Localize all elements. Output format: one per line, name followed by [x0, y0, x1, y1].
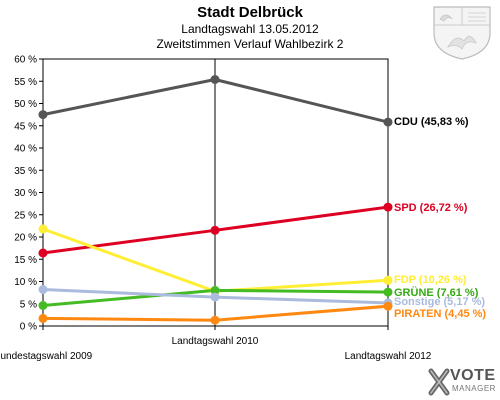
y-tick-label: 20 %	[14, 233, 37, 244]
chart-title: Stadt Delbrück	[197, 4, 303, 21]
vote-cross-icon	[428, 368, 450, 396]
data-point-piraten	[210, 315, 220, 325]
data-point-spd	[38, 248, 48, 258]
y-tick-label: 10 %	[14, 277, 37, 288]
series-label-spd: SPD (26,72 %)	[394, 202, 468, 214]
y-tick-label: 0 %	[20, 322, 37, 333]
data-point-cdu	[383, 117, 393, 127]
chart-subtitle: Landtagswahl 13.05.2012	[181, 22, 319, 36]
data-point-spd	[383, 202, 393, 212]
data-point-grüne	[38, 301, 48, 310]
data-point-sonstige	[210, 292, 220, 302]
y-tick-label: 35 %	[14, 166, 37, 177]
data-point-spd	[210, 225, 220, 235]
data-point-cdu	[210, 75, 220, 84]
logo-sub: MANAGER	[452, 384, 496, 393]
series-label-sonstige: Sonstige (5,17 %)	[394, 296, 485, 308]
y-tick-label: 40 %	[14, 144, 37, 155]
logo-word: VOTE	[450, 367, 496, 384]
y-tick-label: 25 %	[14, 210, 37, 221]
x-tick-label: Bundestagswahl 2009	[0, 351, 93, 362]
x-tick-label: Landtagswahl 2012	[345, 351, 432, 362]
data-point-grüne	[383, 287, 393, 297]
nrw-coat-of-arms-icon	[433, 6, 491, 60]
y-tick-label: 45 %	[14, 121, 37, 132]
y-tick-label: 5 %	[20, 299, 37, 310]
y-tick-label: 60 %	[14, 55, 37, 66]
data-point-grüne	[210, 285, 220, 295]
series-label-fdp: FDP (10,26 %)	[394, 274, 467, 286]
y-tick-label: 15 %	[14, 255, 37, 266]
x-tick-label: Landtagswahl 2010	[172, 336, 259, 347]
data-point-cdu	[38, 110, 48, 120]
data-point-piraten	[383, 301, 393, 311]
y-tick-label: 55 %	[14, 77, 37, 88]
data-point-piraten	[38, 313, 48, 323]
y-tick-label: 50 %	[14, 99, 37, 110]
series-label-grüne: GRÜNE (7,61 %)	[394, 286, 479, 299]
series-label-cdu: CDU (45,83 %)	[394, 116, 469, 128]
data-point-fdp	[383, 275, 393, 285]
data-point-sonstige	[38, 285, 48, 294]
y-tick-label: 30 %	[14, 188, 37, 199]
vote-manager-logo: VOTE MANAGER	[428, 366, 500, 398]
data-point-fdp	[38, 224, 48, 234]
chart-subtitle-2: Zweitstimmen Verlauf Wahlbezirk 2	[156, 37, 344, 51]
series-label-piraten: PIRATEN (4,45 %)	[394, 308, 486, 320]
